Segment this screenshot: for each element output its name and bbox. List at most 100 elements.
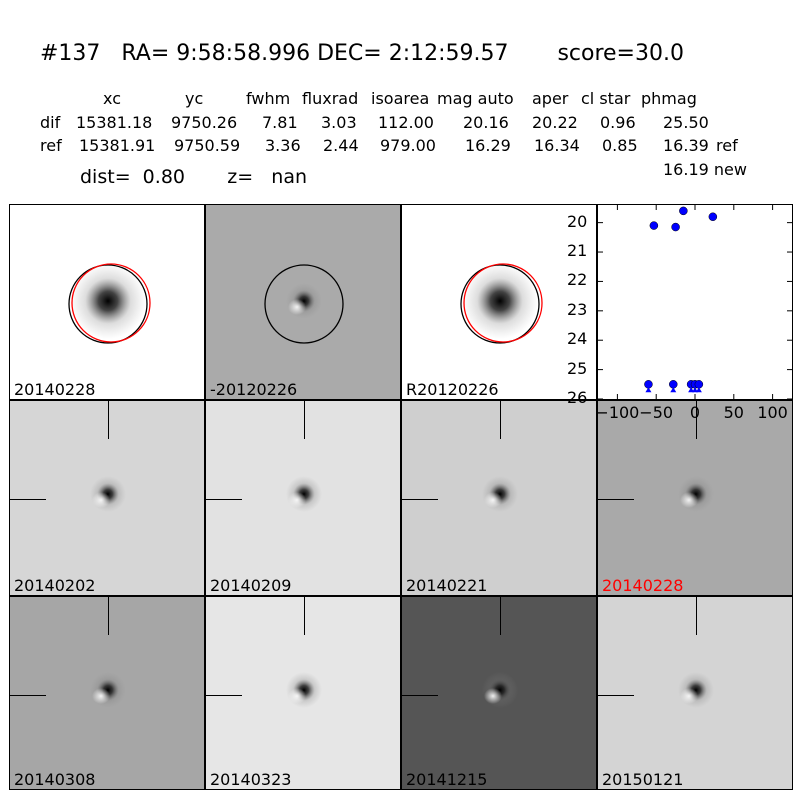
crosshair-tick (304, 597, 305, 635)
aperture-circle (264, 264, 344, 344)
stamp-panel: 20140228 (597, 400, 793, 596)
stamp-label: 20140228 (14, 380, 96, 399)
stamp-label: 20141215 (406, 770, 488, 789)
y-tick-label: 25 (567, 358, 588, 378)
table-cell: 20.16 (463, 113, 509, 132)
stamp-label: 20140323 (210, 770, 292, 789)
residual-highlight (92, 492, 110, 508)
stamp-image (90, 476, 126, 512)
stamp-label: 20140202 (14, 576, 96, 595)
row-label-ref: ref (40, 136, 62, 155)
ref-aperture-circle (463, 263, 543, 343)
stamp-label: -20120226 (210, 380, 298, 399)
crosshair-tick (206, 499, 242, 500)
stamp-panel: 20140202 (9, 400, 205, 596)
dist-z-line: dist= 0.80 z= nan (80, 166, 308, 188)
stamp-image (286, 672, 322, 708)
page-title: #137 RA= 9:58:58.996 DEC= 2:12:59.57 sco… (40, 41, 684, 66)
aperture-circle (68, 264, 148, 344)
table-cell: 3.36 (265, 136, 301, 155)
stamp-panel: 20140209 (205, 400, 401, 596)
stamp-panel: 20140221 (401, 400, 597, 596)
aperture-circle (460, 264, 540, 344)
stamp-label: 20140221 (406, 576, 488, 595)
table-cell: 979.00 (380, 136, 436, 155)
source-blob (462, 263, 538, 339)
col-header-yc: yc (185, 89, 204, 108)
col-header-cl-star: cl star (581, 89, 631, 108)
crosshair-tick (206, 695, 242, 696)
residual-highlight (288, 299, 306, 315)
stamp-panel: R20120226 (401, 204, 597, 400)
table-cell: 3.03 (321, 113, 357, 132)
stamp-image (286, 476, 322, 512)
stamp-label: 20140209 (210, 576, 292, 595)
residual-highlight (484, 492, 502, 508)
residual-highlight (680, 688, 698, 704)
table-cell: 9750.26 (171, 113, 238, 132)
table-cell: 0.85 (602, 136, 638, 155)
stamp-panel: 20150121 (597, 596, 793, 790)
stamp-image (264, 264, 344, 344)
col-header-isoarea: isoarea (371, 89, 430, 108)
upper-limit-marker (688, 387, 695, 393)
row-label-dif: dif (40, 113, 61, 132)
crosshair-tick (108, 597, 109, 635)
stamp-image (482, 672, 518, 708)
stamp-panel: 20140323 (205, 596, 401, 790)
table-cell: 7.81 (262, 113, 298, 132)
y-tick-label: 23 (567, 299, 588, 319)
data-point (708, 212, 718, 222)
x-tick-label: 0 (689, 403, 701, 422)
table-cell: 16.39 (663, 136, 709, 155)
crosshair-tick (402, 499, 438, 500)
col-header-fwhm: fwhm (246, 89, 291, 108)
residual-highlight (288, 492, 306, 508)
stamp-label: 20140308 (14, 770, 96, 789)
table-cell: 16.29 (465, 136, 511, 155)
table-cell: 16.34 (534, 136, 580, 155)
upper-limit-marker (692, 387, 698, 393)
residual-highlight (484, 688, 502, 704)
y-tick-label: 26 (567, 388, 588, 407)
table-cell: 15381.18 (76, 113, 153, 132)
residual-highlight (680, 492, 698, 508)
stamp-label: 20140228 (602, 576, 684, 595)
table-cell: 9750.59 (174, 136, 241, 155)
crosshair-tick (598, 499, 634, 500)
crosshair-tick (598, 695, 634, 696)
table-cell: 2.44 (323, 136, 359, 155)
upper-limit-marker (670, 387, 677, 393)
crosshair-tick (10, 695, 46, 696)
lightcurve-plot (597, 204, 793, 400)
col-header-fluxrad: fluxrad (302, 89, 359, 108)
data-point (679, 206, 688, 216)
crosshair-tick (304, 401, 305, 439)
data-point (669, 380, 678, 389)
source-blob (70, 263, 146, 339)
data-point (671, 222, 680, 232)
residual-highlight (288, 688, 306, 704)
stamp-panel: 20140308 (9, 596, 205, 790)
table-cell: 20.22 (532, 113, 578, 132)
stamp-image (460, 263, 543, 344)
crosshair-tick (500, 597, 501, 635)
table-cell: 0.96 (600, 113, 636, 132)
stamp-image (68, 263, 151, 344)
col-header-mag-auto: mag auto (437, 89, 514, 108)
stamp-panel: -20120226 (205, 204, 401, 400)
y-tick-label: 20 (567, 211, 588, 231)
stamp-image (482, 476, 518, 512)
crosshair-tick (402, 695, 438, 696)
table-cell: 25.50 (663, 113, 709, 132)
x-tick-label: −50 (639, 403, 674, 422)
y-tick-label: 24 (567, 329, 588, 349)
x-tick-label: 100 (757, 403, 788, 422)
residual-highlight (92, 688, 110, 704)
stamp-image (678, 672, 714, 708)
data-point (649, 221, 659, 230)
ref-aperture-circle (71, 263, 151, 343)
crosshair-tick (696, 597, 697, 635)
y-tick-label: 21 (567, 241, 588, 261)
crosshair-tick (108, 401, 109, 439)
